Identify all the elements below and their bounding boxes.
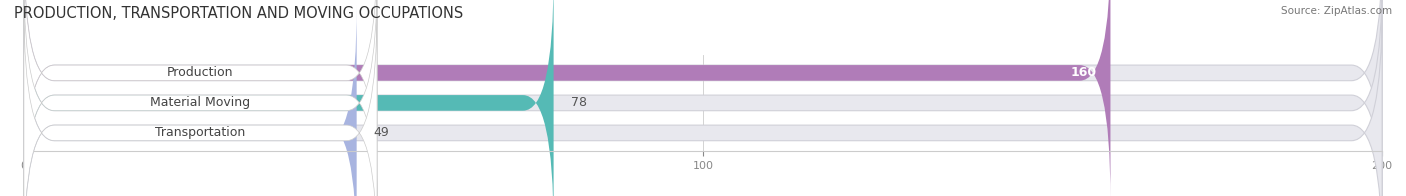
Text: Transportation: Transportation: [155, 126, 246, 139]
FancyBboxPatch shape: [24, 6, 1382, 196]
FancyBboxPatch shape: [24, 6, 357, 196]
Text: 49: 49: [374, 126, 389, 139]
Text: Source: ZipAtlas.com: Source: ZipAtlas.com: [1281, 6, 1392, 16]
FancyBboxPatch shape: [24, 0, 1111, 196]
Text: PRODUCTION, TRANSPORTATION AND MOVING OCCUPATIONS: PRODUCTION, TRANSPORTATION AND MOVING OC…: [14, 6, 464, 21]
FancyBboxPatch shape: [24, 0, 377, 196]
FancyBboxPatch shape: [24, 0, 1382, 196]
Text: Material Moving: Material Moving: [150, 96, 250, 109]
FancyBboxPatch shape: [24, 0, 1382, 196]
FancyBboxPatch shape: [24, 0, 554, 196]
FancyBboxPatch shape: [24, 0, 377, 196]
Text: Production: Production: [167, 66, 233, 79]
Text: 160: 160: [1071, 66, 1097, 79]
Text: 78: 78: [571, 96, 586, 109]
FancyBboxPatch shape: [24, 6, 377, 196]
